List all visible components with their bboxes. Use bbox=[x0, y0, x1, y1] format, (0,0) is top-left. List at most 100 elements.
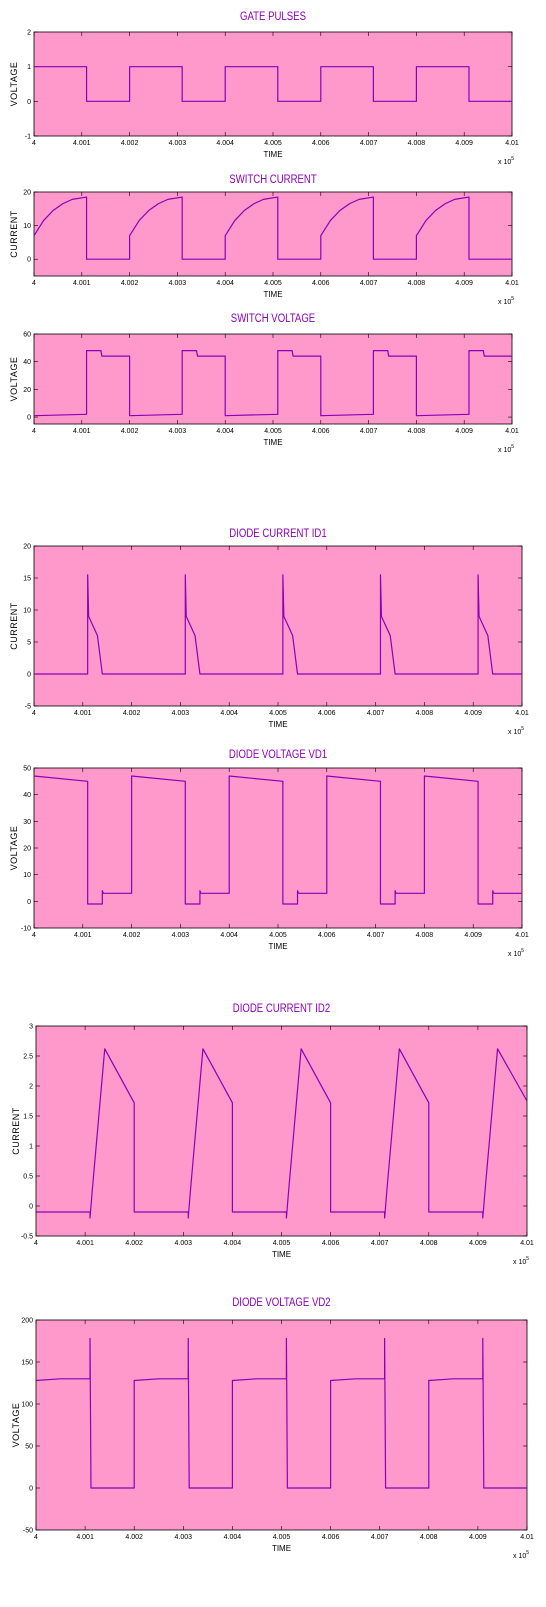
x-tick-label: 4.006 bbox=[312, 140, 330, 147]
y-tick-label: 1 bbox=[27, 64, 31, 71]
x-tick-label: 4.007 bbox=[367, 710, 385, 717]
plot-area bbox=[33, 767, 523, 929]
x-multiplier-exponent: 5 bbox=[511, 296, 514, 302]
x-tick-label: 4 bbox=[32, 140, 36, 147]
x-tick-label: 4.01 bbox=[520, 1534, 534, 1541]
y-tick-label: 150 bbox=[21, 1360, 33, 1367]
x-tick-label: 4.009 bbox=[455, 140, 473, 147]
y-tick-label: 50 bbox=[25, 1444, 33, 1451]
x-tick-label: 4.005 bbox=[273, 1240, 291, 1247]
y-axis-label: VOLTAGE bbox=[11, 1403, 21, 1448]
x-tick-label: 4 bbox=[32, 428, 36, 435]
x-tick-label: 4.002 bbox=[121, 428, 139, 435]
x-tick-label: 4.001 bbox=[76, 1240, 94, 1247]
y-tick-label: 0 bbox=[29, 1486, 33, 1493]
y-tick-label: 2 bbox=[29, 1084, 33, 1091]
y-tick-label: 2 bbox=[27, 30, 31, 37]
chart-panel: SWITCH VOLTAGE 4 4.001 4.002 4.003 4.004 4.005… bbox=[9, 312, 519, 454]
x-tick-label: 4.004 bbox=[220, 710, 238, 717]
chart-title: DIODE VOLTAGE VD1 bbox=[229, 748, 327, 761]
chart-panel: SWITCH CURRENT 4 4.001 4.002 4.003 4.004 4.005… bbox=[9, 173, 519, 306]
chart-title: SWITCH VOLTAGE bbox=[231, 312, 315, 325]
x-tick-label: 4.01 bbox=[515, 932, 529, 939]
y-tick-label: 10 bbox=[23, 608, 31, 615]
x-tick-label: 4.002 bbox=[125, 1534, 143, 1541]
y-tick-label: 15 bbox=[23, 576, 31, 583]
x-multiplier-exponent: 5 bbox=[526, 1256, 529, 1262]
x-tick-label: 4.005 bbox=[264, 140, 282, 147]
y-tick-label: 5 bbox=[27, 640, 31, 647]
x-multiplier: x 105 bbox=[498, 444, 514, 454]
x-tick-label: 4.001 bbox=[74, 932, 92, 939]
x-tick-label: 4.009 bbox=[469, 1534, 487, 1541]
x-tick-label: 4.009 bbox=[469, 1240, 487, 1247]
x-tick-label: 4.003 bbox=[172, 710, 190, 717]
series-line bbox=[36, 1048, 528, 1219]
x-tick-label: 4.002 bbox=[121, 280, 139, 287]
y-tick-label: 10 bbox=[23, 223, 31, 230]
y-tick-label: 1 bbox=[29, 1144, 33, 1151]
series-line bbox=[34, 66, 512, 102]
plot-area bbox=[35, 1319, 528, 1531]
y-tick-label: -5 bbox=[25, 704, 31, 711]
x-tick-label: 4.01 bbox=[520, 1240, 534, 1247]
y-axis-label: VOLTAGE bbox=[9, 62, 19, 107]
y-tick-label: 3 bbox=[29, 1024, 33, 1031]
x-multiplier-exponent: 5 bbox=[511, 156, 514, 162]
chart-title: SWITCH CURRENT bbox=[229, 173, 317, 186]
series-line bbox=[35, 1337, 527, 1489]
x-tick-label: 4 bbox=[34, 1534, 38, 1541]
x-tick-label: 4.008 bbox=[420, 1240, 438, 1247]
series-line bbox=[33, 350, 512, 417]
x-axis-label: TIME bbox=[263, 290, 282, 299]
x-tick-label: 4.01 bbox=[515, 710, 529, 717]
x-multiplier-base: x 10 bbox=[513, 1553, 526, 1560]
x-multiplier-base: x 10 bbox=[513, 1259, 526, 1266]
x-tick-label: 4.003 bbox=[172, 932, 190, 939]
x-tick-label: 4.008 bbox=[408, 140, 426, 147]
x-tick-label: 4.001 bbox=[74, 710, 92, 717]
chart-panel: DIODE VOLTAGE VD2 4 4.001 4.002 4.003 4.004 4.… bbox=[11, 1296, 534, 1560]
x-tick-label: 4.001 bbox=[73, 280, 91, 287]
x-axis-label: TIME bbox=[268, 942, 287, 951]
x-tick-label: 4.002 bbox=[123, 710, 141, 717]
x-multiplier: x 105 bbox=[513, 1550, 529, 1560]
x-tick-label: 4.01 bbox=[505, 140, 519, 147]
plot-area bbox=[35, 1025, 528, 1237]
x-axis-label: TIME bbox=[272, 1250, 291, 1259]
x-tick-label: 4.009 bbox=[464, 932, 482, 939]
x-tick-label: 4.002 bbox=[125, 1240, 143, 1247]
x-multiplier-base: x 10 bbox=[498, 447, 511, 454]
x-multiplier-base: x 10 bbox=[508, 951, 521, 958]
x-multiplier-base: x 10 bbox=[508, 729, 521, 736]
x-tick-label: 4.001 bbox=[73, 140, 91, 147]
x-tick-label: 4.005 bbox=[269, 710, 287, 717]
chart-title: GATE PULSES bbox=[240, 10, 306, 23]
y-tick-label: 40 bbox=[23, 792, 31, 799]
x-multiplier-base: x 10 bbox=[498, 299, 511, 306]
x-multiplier-exponent: 5 bbox=[511, 444, 514, 450]
y-tick-label: 20 bbox=[23, 846, 31, 853]
y-tick-label: 30 bbox=[23, 819, 31, 826]
x-tick-label: 4.006 bbox=[312, 280, 330, 287]
series-line bbox=[34, 574, 522, 675]
y-tick-label: 0.5 bbox=[23, 1174, 33, 1181]
y-tick-label: -10 bbox=[21, 926, 31, 933]
x-tick-label: 4 bbox=[32, 932, 36, 939]
x-tick-label: 4.001 bbox=[76, 1534, 94, 1541]
y-tick-label: 0 bbox=[27, 99, 31, 106]
x-tick-label: 4.009 bbox=[455, 280, 473, 287]
x-tick-label: 4.002 bbox=[123, 932, 141, 939]
x-tick-label: 4.008 bbox=[416, 710, 434, 717]
y-tick-label: 0 bbox=[29, 1204, 33, 1211]
x-tick-label: 4.003 bbox=[169, 140, 187, 147]
chart-panel: DIODE CURRENT ID2 4 4.001 4.002 4.003 4.004 4.… bbox=[11, 1002, 534, 1266]
x-tick-label: 4.006 bbox=[318, 710, 336, 717]
x-tick-label: 4.005 bbox=[273, 1534, 291, 1541]
x-tick-label: 4.005 bbox=[269, 932, 287, 939]
chart-panel: DIODE VOLTAGE VD1 4 4.001 4.002 4.003 4.004 4.… bbox=[9, 748, 529, 958]
plot-area bbox=[33, 545, 523, 707]
x-multiplier-exponent: 5 bbox=[521, 726, 524, 732]
chart-title: DIODE VOLTAGE VD2 bbox=[232, 1296, 330, 1309]
